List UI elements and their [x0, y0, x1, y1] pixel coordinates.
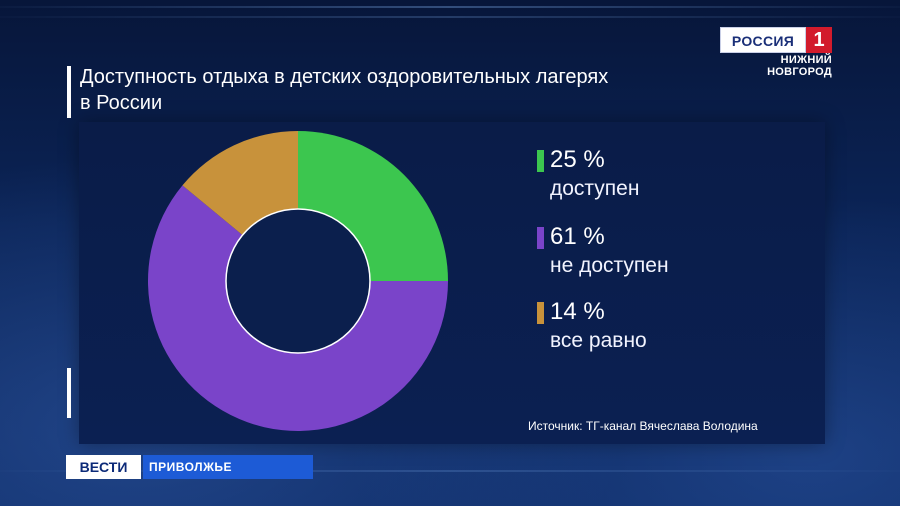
panel-accent-bar: [67, 368, 71, 418]
chart-title-line1: Доступность отдыха в детских оздоровител…: [80, 66, 609, 88]
light-streak: [0, 6, 900, 8]
legend-marker-available: [537, 150, 544, 172]
source-caption: Источник: ТГ-канал Вячеслава Володина: [528, 419, 758, 433]
legend-marker-not-available: [537, 227, 544, 249]
donut-hole: [225, 208, 371, 354]
channel-logo: РОССИЯ 1: [720, 27, 832, 53]
channel-logo-number: 1: [806, 27, 832, 53]
program-name: ВЕСТИ: [66, 455, 141, 479]
light-streak: [0, 16, 900, 18]
legend-value-indifferent: 14 %: [550, 298, 605, 325]
region-line2: НОВГОРОД: [767, 66, 832, 78]
region-caption: НИЖНИЙ НОВГОРОД: [730, 54, 832, 78]
title-accent-bar: [67, 66, 71, 118]
legend-label-not-available: не доступен: [550, 254, 669, 277]
legend-value-available: 25 %: [550, 146, 605, 173]
region-line1: НИЖНИЙ: [780, 54, 832, 66]
channel-logo-text: РОССИЯ: [720, 27, 806, 53]
chart-title: Доступность отдыха в детских оздоровител…: [80, 64, 780, 116]
legend-label-available: доступен: [550, 177, 640, 200]
donut-chart: [148, 131, 448, 431]
legend-label-indifferent: все равно: [550, 329, 647, 352]
light-streak: [0, 470, 900, 472]
chart-title-line2: в России: [80, 92, 163, 114]
legend-marker-indifferent: [537, 302, 544, 324]
legend-value-not-available: 61 %: [550, 223, 605, 250]
program-region: ПРИВОЛЖЬЕ: [143, 455, 313, 479]
